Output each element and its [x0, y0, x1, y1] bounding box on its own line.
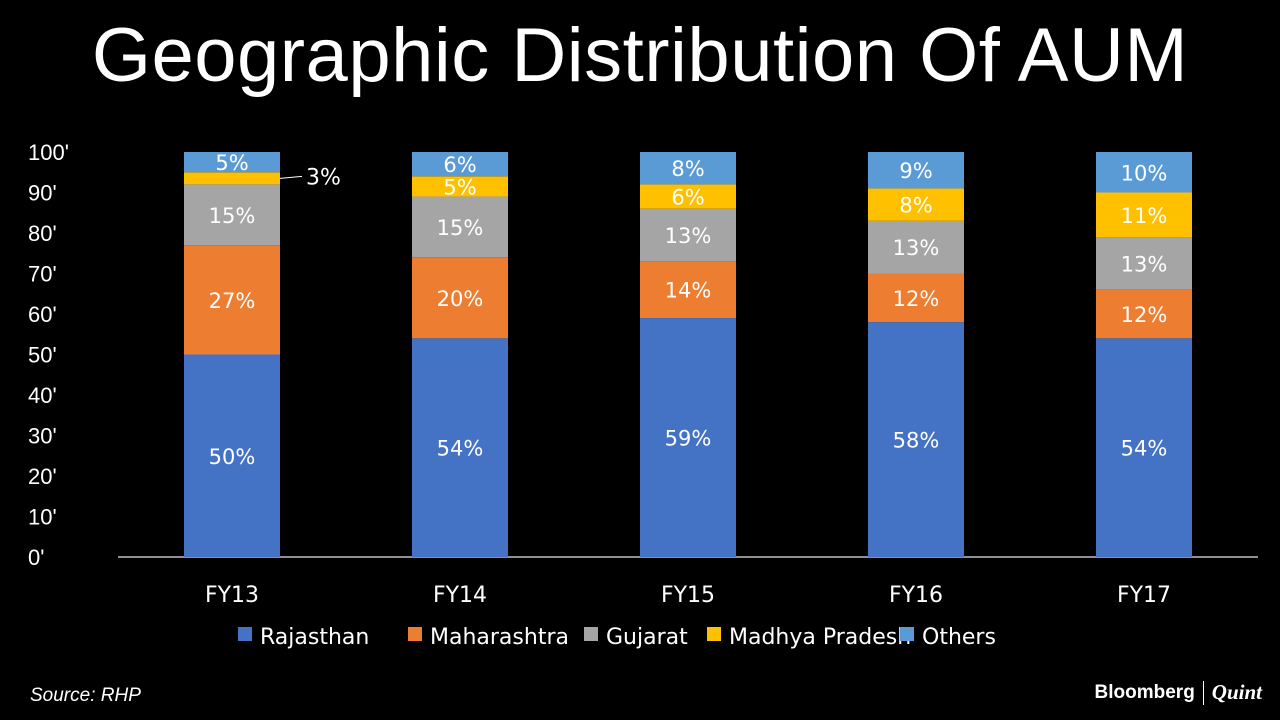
legend-label: Gujarat — [606, 625, 688, 650]
data-label: 15% — [209, 204, 256, 228]
bar-segment-rajasthan — [412, 338, 508, 557]
bar-segment-others — [640, 152, 736, 185]
data-label: 6% — [671, 186, 704, 210]
data-label: 3% — [306, 165, 341, 190]
brand-divider — [1202, 680, 1204, 705]
data-label: 54% — [437, 437, 484, 461]
bar-segment-rajasthan — [640, 318, 736, 557]
x-tick-label: FY16 — [889, 583, 943, 608]
data-label: 27% — [209, 289, 256, 313]
x-tick-label: FY13 — [205, 583, 259, 608]
bar-segment-maharashtra — [412, 257, 508, 339]
data-label-leader — [279, 175, 303, 179]
data-label: 8% — [671, 157, 704, 181]
data-label: 50% — [209, 445, 256, 469]
page-title: Geographic Distribution Of AUM — [91, 13, 1189, 98]
data-label: 5% — [215, 151, 248, 175]
brand-primary: Bloomberg — [1094, 681, 1195, 703]
bar-segment-madhya-pradesh — [868, 188, 964, 221]
bar-segment-rajasthan — [184, 354, 280, 557]
data-label: 20% — [437, 287, 484, 311]
data-label: 14% — [665, 279, 712, 303]
data-label: 58% — [893, 429, 940, 453]
y-tick-label: 100' — [28, 140, 69, 165]
bar-segment-rajasthan — [868, 322, 964, 557]
data-label: 13% — [665, 224, 712, 248]
bar-segment-others — [184, 152, 280, 173]
bar-segment-others — [868, 152, 964, 189]
y-tick-label: 20' — [28, 464, 57, 489]
data-label: 6% — [443, 153, 476, 177]
y-tick-label: 80' — [28, 221, 57, 246]
legend-swatch — [584, 627, 598, 641]
data-label: 12% — [1121, 303, 1168, 327]
data-label: 13% — [893, 236, 940, 260]
legend-label: Maharashtra — [430, 625, 569, 650]
source-note: Source: RHP — [30, 685, 141, 706]
legend-swatch — [900, 627, 914, 641]
legend-swatch — [408, 627, 422, 641]
bar-segment-rajasthan — [1096, 338, 1192, 557]
data-label: 11% — [1121, 204, 1168, 228]
data-label: 5% — [443, 175, 476, 199]
bar-segment-gujarat — [640, 208, 736, 262]
data-label: 54% — [1121, 437, 1168, 461]
data-label: 13% — [1121, 252, 1168, 276]
x-tick-label: FY14 — [433, 583, 487, 608]
data-label: 59% — [665, 427, 712, 451]
bar-segment-others — [1096, 152, 1192, 193]
bar-segment-maharashtra — [1096, 289, 1192, 339]
x-tick-label: FY17 — [1117, 583, 1171, 608]
y-tick-label: 90' — [28, 181, 57, 206]
bar-segment-madhya-pradesh — [412, 176, 508, 197]
brand-logo: Bloomberg Quint — [1095, 680, 1262, 705]
y-tick-label: 0' — [28, 545, 44, 570]
legend-label: Others — [922, 625, 996, 650]
y-tick-label: 60' — [28, 302, 57, 327]
bar-segment-madhya-pradesh — [1096, 192, 1192, 238]
bar-segment-gujarat — [1096, 237, 1192, 290]
y-tick-label: 10' — [28, 505, 57, 530]
y-tick-label: 50' — [28, 343, 57, 368]
legend-swatch — [707, 627, 721, 641]
data-label: 10% — [1121, 161, 1168, 185]
bar-segment-gujarat — [868, 220, 964, 274]
bar-segment-maharashtra — [184, 245, 280, 355]
x-tick-label: FY15 — [661, 583, 715, 608]
brand-secondary: Quint — [1211, 680, 1262, 704]
legend-label: Madhya Pradesh — [729, 625, 911, 650]
data-label: 15% — [437, 216, 484, 240]
legend-label: Rajasthan — [260, 625, 369, 650]
data-label: 8% — [899, 194, 932, 218]
bar-segment-madhya-pradesh — [184, 172, 280, 185]
legend-swatch — [238, 627, 252, 641]
y-tick-label: 40' — [28, 383, 57, 408]
bar-segment-gujarat — [184, 184, 280, 246]
bar-segment-others — [412, 152, 508, 177]
data-label: 12% — [893, 287, 940, 311]
y-tick-label: 70' — [28, 262, 57, 287]
bar-segment-maharashtra — [640, 261, 736, 319]
y-tick-label: 30' — [28, 424, 57, 449]
bar-segment-gujarat — [412, 196, 508, 258]
bar-segment-maharashtra — [868, 273, 964, 323]
data-label: 9% — [899, 159, 932, 183]
bar-segment-madhya-pradesh — [640, 184, 736, 209]
